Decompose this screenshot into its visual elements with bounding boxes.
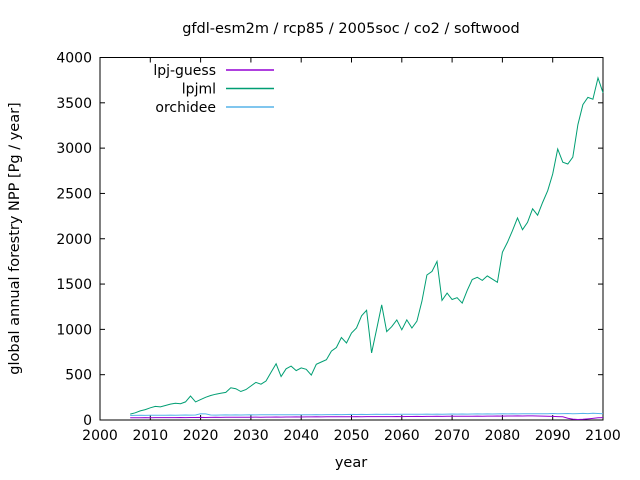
x-tick-label: 2020 <box>183 428 219 444</box>
y-tick-label: 2500 <box>56 186 92 202</box>
y-tick-label: 500 <box>65 368 92 384</box>
plot-area: 2000 2010 2020 2030 2040 2050 2060 2070 2080 2090… <box>56 51 620 445</box>
x-tick-label: 2070 <box>434 428 470 444</box>
legend-label-lpjml: lpjml <box>182 82 216 98</box>
x-tick-label: 2100 <box>585 428 621 444</box>
y-tick-label: 1000 <box>56 322 92 338</box>
y-tick-label: 3000 <box>56 141 92 157</box>
y-tick-label: 0 <box>83 413 92 429</box>
y-tick-label: 2000 <box>56 232 92 248</box>
series-line-orchidee <box>130 412 604 416</box>
legend-label-orchidee: orchidee <box>155 100 216 116</box>
x-tick-label: 2000 <box>82 428 118 444</box>
series-line-lpj-guess <box>130 415 604 421</box>
y-tick-label: 4000 <box>56 51 92 67</box>
x-tick-label: 2010 <box>132 428 168 444</box>
x-tick-label: 2080 <box>485 428 521 444</box>
y-tick-label: 3500 <box>56 96 92 112</box>
y-tick-label: 1500 <box>56 277 92 293</box>
x-tick-label: 2030 <box>233 428 269 444</box>
chart-title: gfdl-esm2m / rcp85 / 2005soc / co2 / sof… <box>182 21 520 37</box>
x-axis-label: year <box>335 455 367 471</box>
x-tick-label: 2090 <box>535 428 571 444</box>
y-axis-label: global annual forestry NPP [Pg / year] <box>7 102 23 374</box>
series-line-lpjml <box>130 76 604 415</box>
x-tick-label: 2060 <box>384 428 420 444</box>
x-tick-label: 2050 <box>334 428 370 444</box>
legend-label-lpj-guess: lpj-guess <box>153 63 216 79</box>
x-tick-label: 2040 <box>283 428 319 444</box>
